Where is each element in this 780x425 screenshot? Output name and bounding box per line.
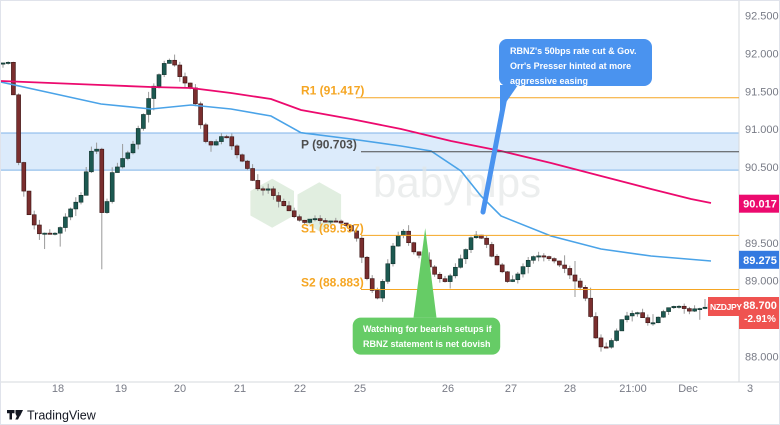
svg-text:R1 (91.417): R1 (91.417) xyxy=(301,84,364,98)
svg-text:S2 (88.883): S2 (88.883) xyxy=(301,276,364,290)
svg-text:27: 27 xyxy=(505,383,517,395)
svg-text:Dec: Dec xyxy=(678,383,698,395)
svg-text:aggressive easing: aggressive easing xyxy=(510,76,588,86)
svg-text:18: 18 xyxy=(52,383,64,395)
svg-text:Watching for bearish setups if: Watching for bearish setups if xyxy=(363,324,493,334)
svg-text:-2.91%: -2.91% xyxy=(744,314,776,325)
svg-text:88.000: 88.000 xyxy=(745,351,779,363)
svg-text:babypips: babypips xyxy=(373,159,541,206)
svg-text:28: 28 xyxy=(564,383,576,395)
svg-text:89.500: 89.500 xyxy=(745,238,779,250)
svg-text:92.500: 92.500 xyxy=(745,11,779,23)
svg-text:21:00: 21:00 xyxy=(619,383,647,395)
svg-text:22: 22 xyxy=(294,383,306,395)
svg-text:Orr's Presser hinted at more: Orr's Presser hinted at more xyxy=(510,61,631,71)
svg-text:90.500: 90.500 xyxy=(745,162,779,174)
svg-text:19: 19 xyxy=(115,383,127,395)
svg-text:20: 20 xyxy=(174,383,186,395)
svg-text:89.275: 89.275 xyxy=(743,255,777,267)
svg-text:RBNZ's 50bps rate cut & Gov.: RBNZ's 50bps rate cut & Gov. xyxy=(510,46,637,56)
svg-text:26: 26 xyxy=(442,383,454,395)
svg-text:91.000: 91.000 xyxy=(745,124,779,136)
svg-text:88.700: 88.700 xyxy=(743,300,777,312)
svg-text:21: 21 xyxy=(234,383,246,395)
svg-text:89.000: 89.000 xyxy=(745,276,779,288)
svg-text:TradingView: TradingView xyxy=(27,409,97,423)
svg-text:P (90.703): P (90.703) xyxy=(301,138,357,152)
svg-text:92.000: 92.000 xyxy=(745,49,779,61)
svg-text:3: 3 xyxy=(747,383,753,395)
svg-text:25: 25 xyxy=(354,383,366,395)
svg-text:90.017: 90.017 xyxy=(743,199,777,211)
svg-text:RBNZ statement is net dovish: RBNZ statement is net dovish xyxy=(363,339,491,349)
svg-text:91.500: 91.500 xyxy=(745,86,779,98)
svg-text:S1 (89.597): S1 (89.597) xyxy=(301,221,364,235)
svg-text:NZDJPY: NZDJPY xyxy=(710,302,742,312)
